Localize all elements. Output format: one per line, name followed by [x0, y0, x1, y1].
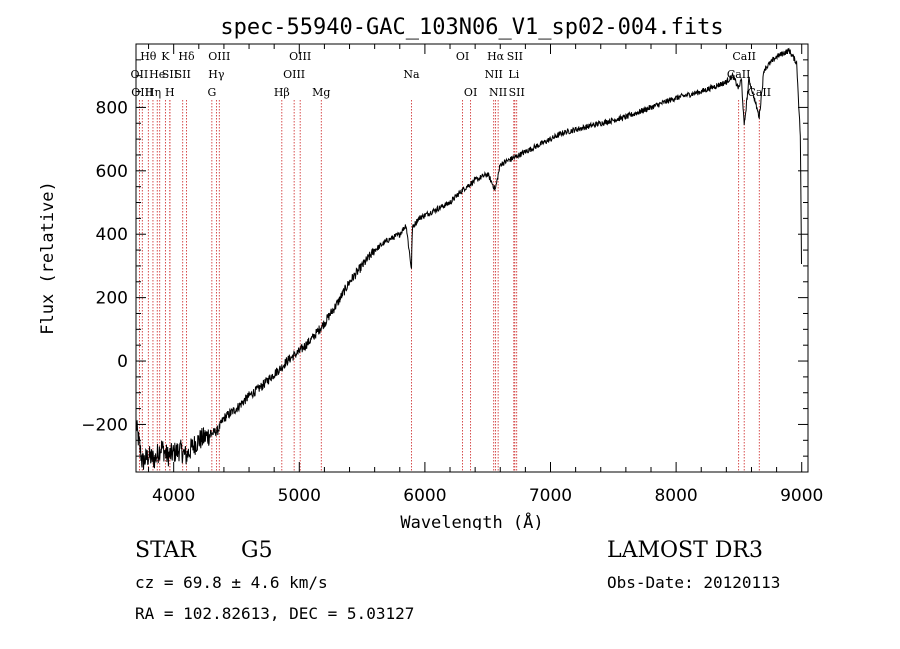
line-label-16: OIII — [289, 50, 311, 63]
x-axis-ticks: 4000 5000 6000 7000 8000 9000 — [148, 44, 823, 506]
line-label-1: OIII — [131, 86, 153, 99]
y-tick-label: 0 — [117, 352, 128, 372]
x-tick-label: 6000 — [403, 486, 446, 506]
line-label-11: G — [207, 86, 216, 99]
chart-title: spec-55940-GAC_103N06_V1_sp02-004.fits — [220, 15, 723, 40]
y-tick-label: 800 — [96, 98, 128, 118]
x-tick-label: 9000 — [780, 486, 823, 506]
y-tick-label: 600 — [96, 162, 128, 182]
x-tick-label: 7000 — [529, 486, 572, 506]
plot-frame — [135, 43, 809, 473]
y-axis-ticks: −200 0 200 400 600 800 — [81, 59, 808, 457]
survey-name: LAMOST DR3 — [607, 538, 763, 563]
line-label-18: Na — [403, 68, 420, 81]
x-tick-label: 4000 — [152, 486, 195, 506]
y-tick-label: 400 — [96, 225, 128, 245]
line-label-0: OII — [131, 68, 149, 81]
x-tick-label: 8000 — [654, 486, 697, 506]
x-tick-label: 5000 — [278, 486, 321, 506]
object-class: STAR — [135, 538, 196, 563]
y-axis-label: Flux (relative) — [38, 181, 58, 335]
line-label-2: Hθ — [140, 50, 157, 63]
line-label-15: OIII — [283, 68, 305, 81]
spectrum-plot: spec-55940-GAC_103N06_V1_sp02-004.fits O… — [38, 15, 823, 530]
y-tick-label: −200 — [81, 415, 128, 435]
observation-date: Obs-Date: 20120113 — [607, 573, 781, 592]
redshift-velocity: cz = 69.8 ± 4.6 km/s — [135, 573, 328, 592]
line-label-10: Hδ — [178, 50, 195, 63]
line-label-22: Hα — [487, 50, 505, 63]
line-label-23: NII — [489, 86, 507, 99]
x-axis-label: Wavelength (Å) — [400, 511, 543, 530]
line-label-12: Hγ — [208, 68, 225, 81]
coordinates: RA = 102.82613, DEC = 5.03127 — [135, 604, 415, 623]
line-label-20: OI — [464, 86, 477, 99]
line-label-19: OI — [456, 50, 469, 63]
line-label-25: SII — [507, 50, 523, 63]
line-label-9: SII — [175, 68, 191, 81]
line-label-4: He — [149, 68, 165, 81]
line-label-24: Li — [508, 68, 519, 81]
line-label-13: OIII — [208, 50, 230, 63]
emission-absorption-line-markers: OIIOIIIHθHηHeKHSIISIIHδGHγOIIIHβOIIIOIII… — [131, 50, 771, 472]
line-label-17: Mg — [312, 86, 330, 99]
y-tick-label: 200 — [96, 289, 128, 309]
object-subclass: G5 — [241, 538, 273, 563]
line-label-3: Hη — [145, 86, 161, 99]
spectrum-line — [135, 47, 802, 470]
line-label-26: SII — [509, 86, 525, 99]
line-label-6: K — [161, 50, 170, 63]
line-label-28: CaII — [732, 50, 756, 63]
line-label-8: SII — [162, 68, 178, 81]
line-label-7: H — [165, 86, 175, 99]
line-label-21: NII — [485, 68, 503, 81]
line-label-14: Hβ — [274, 86, 290, 99]
